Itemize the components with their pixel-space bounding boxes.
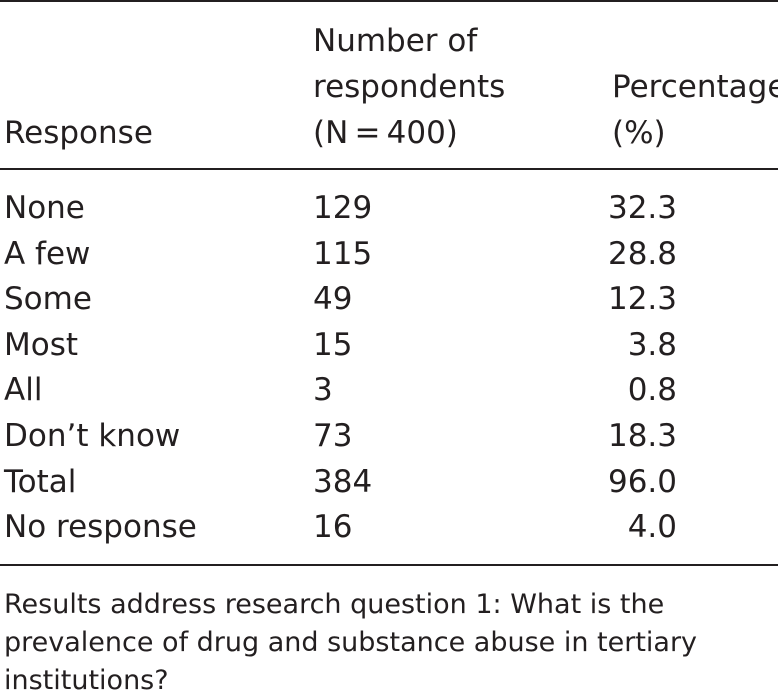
table-header-rule [0, 168, 778, 170]
percentage-cell: 32.3 [607, 190, 677, 226]
number-cell: 3 [313, 372, 333, 409]
table-body: None 129 32.3 A few 115 28.8 Some 49 12.… [0, 186, 778, 551]
table-row: Don’t know 73 18.3 [0, 414, 778, 460]
response-cell: Some [4, 281, 92, 318]
header-number-line-3: (N = 400) [313, 115, 458, 151]
number-cell: 129 [313, 190, 373, 226]
response-cell: Total [4, 463, 77, 500]
number-cell: 384 [313, 463, 373, 500]
percentage-cell: 3.8 [627, 326, 677, 363]
number-cell: 15 [313, 326, 353, 363]
header-number-line-2: respondents [313, 69, 506, 105]
response-cell: No response [4, 509, 197, 546]
table-row: A few 115 28.8 [0, 232, 778, 278]
table-row: None 129 32.3 [0, 186, 778, 232]
table-row: All 3 0.8 [0, 368, 778, 414]
number-cell: 16 [313, 509, 353, 546]
response-cell: A few [4, 235, 91, 272]
response-cell: Don’t know [4, 417, 181, 454]
header-percentage: Percentage (%) [612, 64, 778, 156]
response-cell: Most [4, 326, 79, 363]
header-response: Response [4, 115, 153, 151]
percentage-cell: 96.0 [607, 463, 677, 500]
number-cell: 115 [313, 235, 373, 272]
percentage-cell: 0.8 [627, 372, 677, 409]
header-number-line-1: Number of [313, 23, 478, 59]
table-row: Some 49 12.3 [0, 277, 778, 323]
response-cell: All [4, 372, 43, 409]
table-top-rule [0, 0, 778, 2]
header-percentage-line-2: (%) [612, 115, 666, 151]
table-footnote: Results address research question 1: Wha… [4, 589, 698, 696]
header-number-of-respondents: Number of respondents (N = 400) [313, 18, 505, 156]
percentage-cell: 18.3 [607, 417, 677, 454]
percentage-cell: 12.3 [607, 281, 677, 318]
table-row: Total 384 96.0 [0, 460, 778, 506]
header-percentage-line-1: Percentage [612, 69, 778, 105]
number-cell: 49 [313, 281, 353, 318]
response-cell: None [4, 190, 85, 226]
table-row: No response 16 4.0 [0, 505, 778, 551]
percentage-cell: 4.0 [627, 509, 677, 546]
percentage-cell: 28.8 [607, 235, 677, 272]
table-row: Most 15 3.8 [0, 323, 778, 369]
table-bottom-rule [0, 564, 778, 566]
number-cell: 73 [313, 417, 353, 454]
